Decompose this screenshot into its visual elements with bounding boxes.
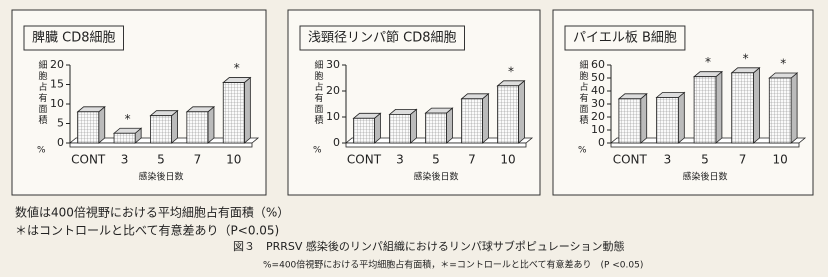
bar [618, 98, 642, 144]
caption-title: 図３ PRRSV 感染後のリンパ組織におけるリンパ球サブポピュレーション動態 [233, 239, 624, 253]
significance-marker: * [234, 61, 240, 75]
bar-side [243, 76, 251, 144]
y-tick-label: 20 [50, 58, 64, 71]
bar [222, 82, 245, 144]
significance-marker: * [705, 55, 711, 69]
bar [461, 98, 483, 144]
chart-title: パイエル板 B細胞 [573, 31, 677, 46]
bar-side [446, 107, 453, 144]
bar-side [715, 70, 723, 144]
y-tick-label: 10 [50, 97, 64, 110]
significance-marker: * [780, 57, 786, 71]
x-tick-label: 3 [664, 153, 672, 167]
bar [693, 76, 717, 144]
bar [497, 85, 519, 144]
floor-front [69, 142, 253, 148]
x-axis-label: 感染後日数 [682, 171, 727, 183]
y-unit: % [313, 146, 322, 156]
x-axis-label: 感染後日数 [413, 171, 458, 183]
y-axis-label: 細胞占有面積 [578, 59, 589, 126]
bar-side [753, 66, 760, 144]
y-tick-label: 10 [591, 123, 605, 136]
bar [186, 111, 209, 144]
x-tick-label: 10 [500, 153, 515, 167]
significance-marker: * [508, 64, 514, 78]
y-tick-label: 0 [57, 136, 64, 149]
bar-side [171, 109, 178, 144]
y-tick-label: 15 [50, 78, 64, 91]
chart-title: 脾臓 CD8細胞 [32, 31, 116, 46]
bar [113, 132, 136, 144]
x-tick-label: 5 [157, 153, 165, 167]
y-tick-label: 5 [57, 117, 64, 130]
x-tick-label: 5 [432, 153, 440, 167]
bar-side [482, 92, 489, 144]
note: 数値は400倍視野における平均細胞占有面積（%） [15, 205, 289, 220]
floor-front [345, 142, 527, 148]
bar [731, 72, 754, 144]
caption-detail: %=400倍視野における平均細胞占有面積，＊=コントロールと比べて有意差あり (… [263, 259, 643, 271]
floor-front [610, 142, 800, 148]
y-axis-label: 細胞占有面積 [37, 59, 48, 126]
bar-side [518, 79, 525, 144]
y-unit: % [578, 146, 587, 156]
y-tick-label: 20 [326, 84, 340, 97]
title-box [564, 25, 686, 51]
bar-side [98, 105, 106, 144]
bar [425, 112, 447, 144]
bar [77, 111, 100, 144]
bar-side [677, 91, 685, 144]
x-axis-label: 感染後日数 [138, 171, 183, 183]
bar [656, 97, 679, 144]
bar-side [640, 92, 648, 144]
x-tick-label: CONT [613, 153, 648, 167]
title-box [299, 25, 465, 51]
y-tick-label: 20 [591, 110, 605, 123]
x-tick-label: 3 [121, 153, 129, 167]
x-tick-label: 7 [468, 153, 476, 167]
bar-side [410, 108, 417, 144]
y-tick-label: 30 [326, 58, 340, 71]
y-tick-label: 30 [591, 97, 605, 110]
significance-marker: * [125, 112, 131, 126]
y-tick-label: 40 [591, 84, 605, 97]
x-tick-label: 10 [226, 153, 241, 167]
title-box [23, 25, 124, 51]
y-tick-label: 0 [333, 136, 340, 149]
x-tick-label: 10 [773, 153, 788, 167]
x-tick-label: 7 [739, 153, 747, 167]
x-tick-label: 5 [701, 153, 709, 167]
y-axis-label: 細胞占有面積 [313, 59, 324, 126]
x-tick-label: 3 [396, 153, 404, 167]
y-tick-label: 10 [326, 110, 340, 123]
y-unit: % [37, 146, 46, 156]
bar [389, 114, 411, 144]
chart-title: 浅頸径リンパ節 CD8細胞 [308, 31, 457, 46]
x-tick-label: CONT [71, 153, 106, 167]
bar [150, 115, 172, 144]
significance-marker: * [743, 51, 749, 65]
y-tick-label: 50 [591, 71, 605, 84]
y-tick-label: 0 [598, 136, 605, 149]
bar [353, 117, 375, 144]
bar-side [790, 72, 798, 144]
x-tick-label: CONT [347, 153, 382, 167]
bar-side [207, 105, 215, 144]
x-tick-label: 7 [194, 153, 202, 167]
bar [768, 77, 792, 144]
y-tick-label: 60 [591, 58, 605, 71]
note: ＊はコントロールと比べて有意差あり（P<0.05) [15, 223, 279, 238]
